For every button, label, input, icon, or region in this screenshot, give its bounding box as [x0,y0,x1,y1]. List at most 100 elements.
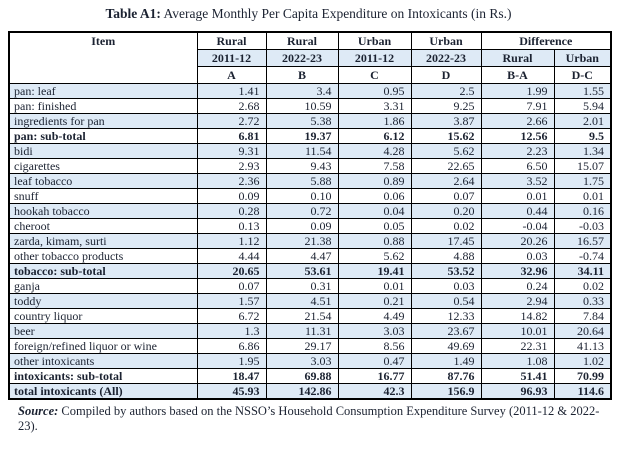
value-cell: 21.38 [265,233,339,249]
table-row: pan: sub-total 6.81 19.37 6.12 15.62 12.56 9.5 [8,128,612,144]
value-cell: 23.67 [410,323,482,339]
value-cell: 0.02 [553,278,612,294]
value-cell: 12.33 [410,308,482,324]
value-cell: 0.72 [265,203,339,219]
value-cell: 14.82 [480,308,555,324]
header-group-rural-2: Rural [265,31,339,50]
item-cell: foreign/refined liquor or wine [8,338,198,354]
table-row: foreign/refined liquor or wine 6.86 29.17 8… [8,338,612,354]
value-cell: 1.75 [553,173,612,189]
header-group-urban-2: Urban [410,31,482,50]
header-year-cell: Urban [553,49,612,67]
value-cell: 20.65 [196,263,267,279]
item-cell: tobacco: sub-total [8,263,198,279]
value-cell: 5.62 [410,143,482,159]
value-cell: 9.43 [265,158,339,174]
value-cell: 0.95 [337,83,412,99]
value-cell: 5.94 [553,98,612,114]
value-cell: 1.95 [196,353,267,369]
value-cell: 96.93 [480,383,555,400]
item-cell: beer [8,323,198,339]
value-cell: 4.88 [410,248,482,264]
value-cell: 9.5 [553,128,612,144]
table-row: pan: finished 2.68 10.59 3.31 9.25 7.91 5.94 [8,98,612,114]
value-cell: 2.36 [196,173,267,189]
item-cell: snuff [8,188,198,204]
value-cell: 4.28 [337,143,412,159]
header-code-cell: B-A [480,66,555,84]
source-note: Source: Compiled by authors based on the… [18,404,602,434]
value-cell: 1.12 [196,233,267,249]
value-cell: 6.72 [196,308,267,324]
value-cell: 6.81 [196,128,267,144]
header-code-cell: D-C [553,66,612,84]
value-cell: 3.31 [337,98,412,114]
value-cell: 0.07 [410,188,482,204]
header-year-cell: 2011-12 [196,49,267,67]
source-note-text: Compiled by authors based on the NSSO’s … [18,404,600,433]
table-header: Item Rural Rural Urban Urban Difference … [8,31,612,84]
item-cell: pan: sub-total [8,128,198,144]
value-cell: 7.84 [553,308,612,324]
value-cell: 22.65 [410,158,482,174]
table-row: leaf tobacco 2.36 5.88 0.89 2.64 3.52 1.75 [8,173,612,189]
table-row: cigarettes 2.93 9.43 7.58 22.65 6.50 15.07 [8,158,612,174]
value-cell: 7.91 [480,98,555,114]
header-code-cell: B [265,66,339,84]
value-cell: 34.11 [553,263,612,279]
value-cell: 2.93 [196,158,267,174]
value-cell: 0.31 [265,278,339,294]
header-code-cell: D [410,66,482,84]
value-cell: 10.01 [480,323,555,339]
value-cell: 0.47 [337,353,412,369]
value-cell: 0.06 [337,188,412,204]
value-cell: -0.74 [553,248,612,264]
value-cell: 0.05 [337,218,412,234]
value-cell: 0.01 [337,278,412,294]
table-row: intoxicants: sub-total 18.47 69.88 16.77 87.… [8,368,612,384]
value-cell: 9.31 [196,143,267,159]
item-cell: ingredients for pan [8,113,198,129]
value-cell: 45.93 [196,383,267,400]
item-cell: hookah tobacco [8,203,198,219]
value-cell: 1.41 [196,83,267,99]
table-row: ingredients for pan 2.72 5.38 1.86 3.87 2.66 2… [8,113,612,129]
header-group-urban-1: Urban [337,31,412,50]
table-row: snuff 0.09 0.10 0.06 0.07 0.01 0.01 [8,188,612,204]
item-cell: other intoxicants [8,353,198,369]
value-cell: 4.47 [265,248,339,264]
value-cell: 87.76 [410,368,482,384]
table-title-text: Average Monthly Per Capita Expenditure o… [160,6,512,21]
header-year-cell: 2011-12 [337,49,412,67]
value-cell: 2.66 [480,113,555,129]
item-cell: pan: leaf [8,83,198,99]
value-cell: 1.86 [337,113,412,129]
value-cell: 21.54 [265,308,339,324]
item-cell: zarda, kimam, surti [8,233,198,249]
header-group-rural-1: Rural [196,31,267,50]
value-cell: 11.54 [265,143,339,159]
value-cell: 4.51 [265,293,339,309]
value-cell: 0.44 [480,203,555,219]
value-cell: 16.57 [553,233,612,249]
table-title-label: Table A1: [105,6,161,21]
header-item: Item [8,31,198,84]
value-cell: 69.88 [265,368,339,384]
value-cell: 0.07 [196,278,267,294]
value-cell: 17.45 [410,233,482,249]
table-row: toddy 1.57 4.51 0.21 0.54 2.94 0.33 [8,293,612,309]
value-cell: 3.03 [265,353,339,369]
header-year-cell: 2022-23 [265,49,339,67]
item-cell: ganja [8,278,198,294]
value-cell: 18.47 [196,368,267,384]
value-cell: 5.88 [265,173,339,189]
value-cell: 142.86 [265,383,339,400]
value-cell: 0.16 [553,203,612,219]
value-cell: 0.88 [337,233,412,249]
value-cell: 70.99 [553,368,612,384]
value-cell: 16.77 [337,368,412,384]
value-cell: 41.13 [553,338,612,354]
source-note-label: Source: [18,404,59,418]
value-cell: 0.10 [265,188,339,204]
value-cell: 7.58 [337,158,412,174]
